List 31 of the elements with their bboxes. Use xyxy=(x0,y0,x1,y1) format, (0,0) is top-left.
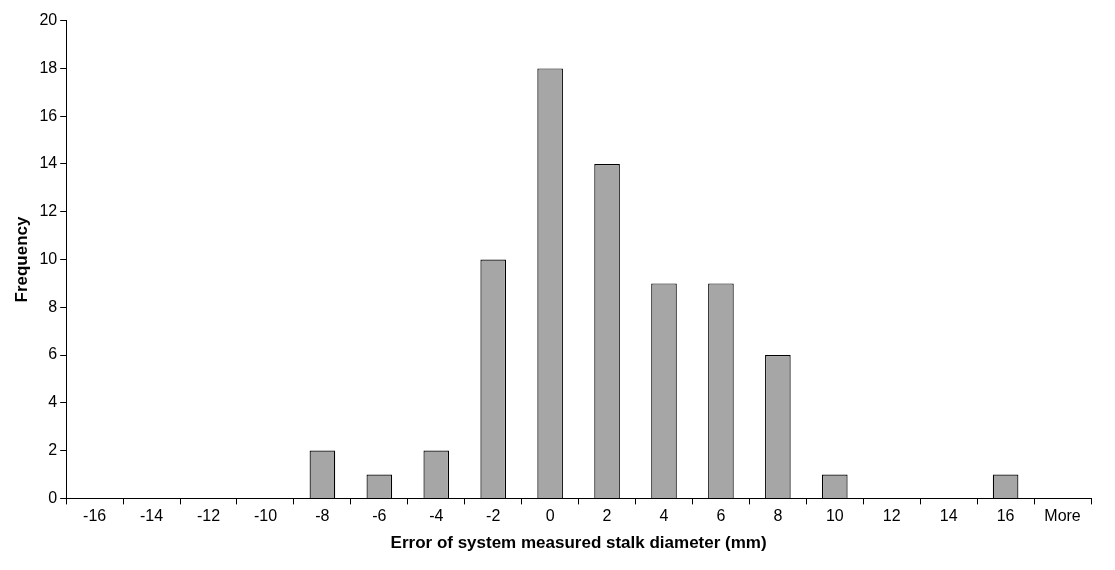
x-tick-label: -12 xyxy=(196,507,221,525)
y-tick-label: 20 xyxy=(39,11,58,29)
x-tick-label: 16 xyxy=(996,507,1015,525)
x-tick-label: 8 xyxy=(773,507,783,525)
x-tick-label: -14 xyxy=(140,507,164,525)
y-tick-label: 6 xyxy=(48,345,58,363)
y-tick-label: 0 xyxy=(48,488,58,506)
x-tick-label: 6 xyxy=(716,507,726,525)
x-tick-label: 12 xyxy=(882,507,901,525)
x-tick-label: -2 xyxy=(486,507,501,525)
y-axis-title: Frequency xyxy=(11,215,31,303)
x-tick-label: -8 xyxy=(315,507,330,525)
x-tick-label: 0 xyxy=(545,507,555,525)
x-tick-label: -6 xyxy=(372,507,387,525)
x-tick-label: More xyxy=(1044,507,1081,525)
x-tick-label: -4 xyxy=(429,507,444,525)
y-tick-label: 12 xyxy=(39,202,58,220)
x-axis-title: Error of system measured stalk diameter (mm) xyxy=(390,533,767,553)
y-tick-label: 14 xyxy=(39,154,58,172)
y-tick-label: 2 xyxy=(48,441,58,459)
x-tick-label: 2 xyxy=(602,507,612,525)
y-tick-label: 18 xyxy=(39,58,58,76)
x-tick-label: 14 xyxy=(939,507,958,525)
y-tick-label: 16 xyxy=(39,106,58,124)
y-tick-label: 8 xyxy=(48,297,58,315)
x-tick-label: -10 xyxy=(253,507,278,525)
y-tick-label: 4 xyxy=(48,393,58,411)
y-tick-label: 10 xyxy=(39,249,58,267)
x-tick-label: 4 xyxy=(659,507,669,525)
x-tick-label: -16 xyxy=(83,507,107,525)
x-tick-label: 10 xyxy=(825,507,844,525)
